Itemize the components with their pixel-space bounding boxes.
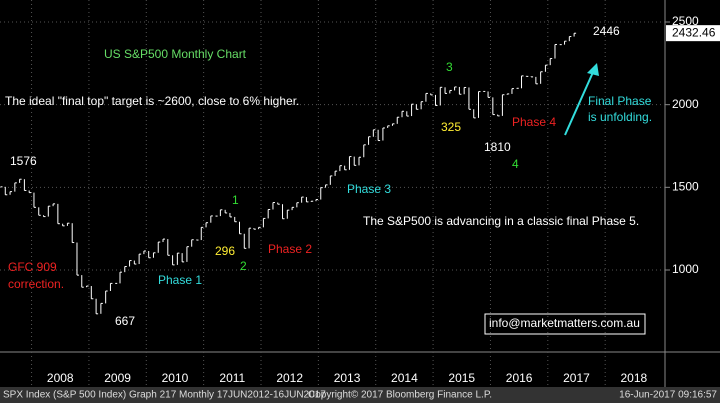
annotation: 1576 — [10, 154, 37, 168]
chart-title: US S&P500 Monthly Chart — [104, 47, 247, 61]
annotation: Phase 3 — [347, 182, 391, 196]
annotation: Final Phase — [588, 94, 652, 108]
y-tick-label: 1000 — [672, 262, 699, 276]
footer-bar — [0, 387, 720, 403]
annotation: is unfolding. — [588, 110, 652, 124]
x-tick-label: 2013 — [334, 371, 361, 385]
x-tick-label: 2012 — [276, 371, 303, 385]
annotation: 325 — [441, 120, 461, 134]
annotation: 1 — [232, 193, 239, 207]
annotation: 667 — [115, 314, 135, 328]
footer-middle: Copyright© 2017 Bloomberg Finance L.P. — [308, 390, 492, 401]
footer-left: SPX Index (S&P 500 Index) Graph 217 Mont… — [3, 390, 326, 401]
annotation: info@marketmatters.com.au — [489, 316, 640, 330]
annotation: 2446 — [593, 24, 620, 38]
arrow — [564, 69, 595, 136]
last-value-box — [666, 25, 720, 42]
annotation: 4 — [512, 157, 519, 171]
annotation: Phase 4 — [512, 115, 556, 129]
x-tick-label: 2008 — [47, 371, 74, 385]
y-tick-label: 2500 — [672, 14, 699, 28]
annotation: Phase 1 — [158, 273, 202, 287]
annotation: Phase 2 — [268, 242, 312, 256]
annotation: correction. — [8, 277, 64, 291]
annotation: 296 — [215, 244, 235, 258]
annotation: GFC 909 — [8, 260, 57, 274]
x-tick-label: 2016 — [506, 371, 533, 385]
last-value: 2432.46 — [672, 25, 716, 39]
y-tick-label: 2000 — [672, 97, 699, 111]
x-tick-label: 2009 — [104, 371, 131, 385]
footer-right: 16-Jun-2017 09:16:57 — [619, 390, 717, 401]
arrow-head — [587, 63, 599, 76]
x-tick-label: 2018 — [620, 371, 647, 385]
x-tick-label: 2015 — [448, 371, 475, 385]
annotation: The ideal "final top" target is ~2600, c… — [5, 94, 299, 108]
annotation: 1810 — [484, 140, 511, 154]
x-tick-label: 2017 — [563, 371, 590, 385]
x-tick-label: 2011 — [219, 371, 245, 385]
y-tick-label: 1500 — [672, 179, 699, 193]
annotation: The S&P500 is advancing in a classic fin… — [363, 214, 639, 228]
annotation: 2 — [240, 259, 247, 273]
email-box — [484, 313, 646, 335]
annotation: 3 — [446, 60, 453, 74]
x-tick-label: 2014 — [391, 371, 418, 385]
x-tick-label: 2010 — [162, 371, 189, 385]
